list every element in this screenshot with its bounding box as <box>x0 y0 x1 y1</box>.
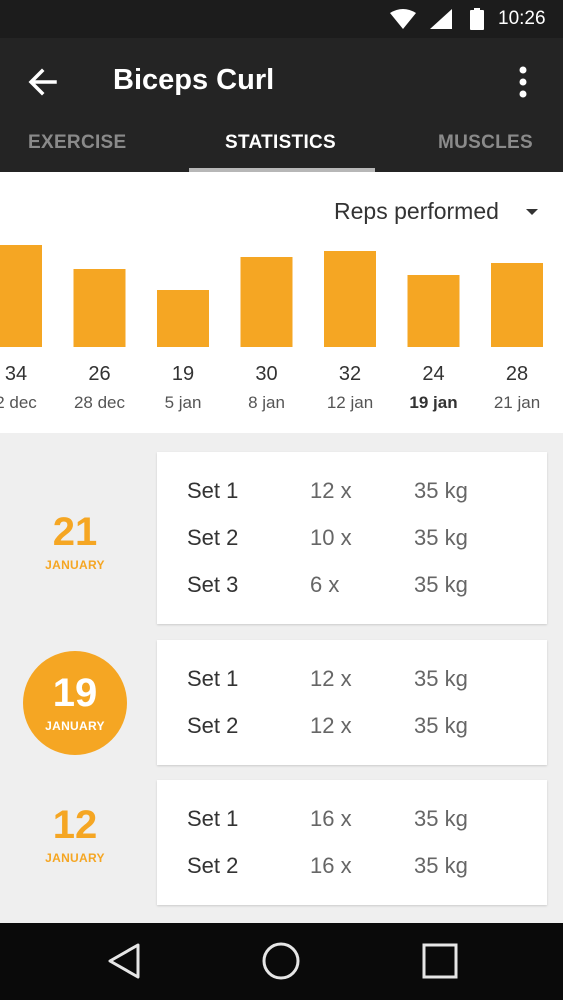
set-weight: 35 kg <box>414 853 468 878</box>
set-row: Set 3 6 x 35 kg <box>157 566 547 606</box>
set-label: Set 2 <box>187 713 239 738</box>
chart-bar[interactable] <box>240 257 293 347</box>
chart-value-label: 30 <box>255 363 277 385</box>
set-reps: 6 x <box>310 572 340 597</box>
metric-dropdown-label: Reps performed <box>334 198 499 224</box>
date-marker[interactable]: 12 JANUARY <box>23 791 127 895</box>
date-day: 21 <box>52 510 98 554</box>
chart-category-label: 5 jan <box>165 393 202 412</box>
date-day: 12 <box>52 803 98 847</box>
tab-statistics[interactable]: STATISTICS <box>225 132 337 153</box>
back-triangle-icon <box>108 943 140 979</box>
status-clock: 10:26 <box>498 8 546 29</box>
chart-value-label: 19 <box>172 363 194 385</box>
app-bar: Biceps Curl EXERCISE STATISTICS MUSCLES <box>0 38 563 172</box>
battery-icon <box>470 8 484 30</box>
reps-bar-chart[interactable]: 34 2 dec 26 28 dec 19 5 jan 30 8 jan 32 12 jan 24 1… <box>0 172 563 433</box>
set-reps: 16 x <box>310 806 352 831</box>
set-row: Set 1 12 x 35 kg <box>157 660 547 700</box>
set-weight: 35 kg <box>414 713 468 738</box>
chart-category-label: 19 jan <box>409 393 457 412</box>
set-label: Set 1 <box>187 478 239 503</box>
set-reps: 12 x <box>310 666 352 691</box>
back-button[interactable] <box>22 62 62 102</box>
set-row: Set 1 16 x 35 kg <box>157 800 547 840</box>
chart-value-label: 26 <box>88 363 110 385</box>
set-reps: 16 x <box>310 853 352 878</box>
set-weight: 35 kg <box>414 478 468 503</box>
wifi-icon <box>390 9 416 29</box>
chart-bar[interactable] <box>0 245 42 347</box>
sets-card[interactable]: Set 1 12 x 35 kg Set 2 12 x 35 kg <box>157 640 547 765</box>
chart-value-label: 24 <box>422 363 444 385</box>
date-marker[interactable]: 19 JANUARY <box>23 651 127 755</box>
status-bar: 10:26 <box>0 0 563 38</box>
tab-muscles[interactable]: MUSCLES <box>438 132 533 153</box>
tab-bar: EXERCISE STATISTICS MUSCLES <box>0 122 563 172</box>
set-label: Set 1 <box>187 806 239 831</box>
statistics-chart-card: 34 2 dec 26 28 dec 19 5 jan 30 8 jan 32 12 jan 24 1… <box>0 172 563 433</box>
tab-exercise[interactable]: EXERCISE <box>28 132 127 153</box>
chart-bar[interactable] <box>73 269 126 347</box>
set-label: Set 2 <box>187 853 239 878</box>
set-row: Set 2 16 x 35 kg <box>157 847 547 887</box>
home-circle-icon <box>262 942 300 980</box>
more-vert-icon <box>519 66 527 98</box>
set-label: Set 3 <box>187 572 239 597</box>
dropdown-caret-icon <box>526 209 538 215</box>
set-row: Set 2 10 x 35 kg <box>157 519 547 559</box>
page-title: Biceps Curl <box>113 64 275 96</box>
set-row: Set 2 12 x 35 kg <box>157 707 547 747</box>
chart-category-label: 28 dec <box>74 393 126 412</box>
signal-icon <box>430 9 452 29</box>
set-label: Set 1 <box>187 666 239 691</box>
set-label: Set 2 <box>187 525 239 550</box>
set-weight: 35 kg <box>414 525 468 550</box>
chart-value-label: 32 <box>339 363 361 385</box>
chart-category-label: 8 jan <box>248 393 285 412</box>
arrow-back-icon <box>28 68 57 96</box>
set-row: Set 1 12 x 35 kg <box>157 472 547 512</box>
chart-category-label: 21 jan <box>494 393 540 412</box>
chart-category-label: 12 jan <box>327 393 373 412</box>
chart-value-label: 28 <box>506 363 528 385</box>
set-reps: 10 x <box>310 525 352 550</box>
active-tab-indicator <box>189 168 375 172</box>
nav-recents-button[interactable] <box>420 941 460 981</box>
chart-bar[interactable] <box>491 263 543 347</box>
recents-square-icon <box>422 943 458 979</box>
nav-home-button[interactable] <box>261 941 301 981</box>
date-month: JANUARY <box>45 558 105 572</box>
system-nav-bar <box>0 923 563 1000</box>
chart-value-label: 34 <box>5 363 27 385</box>
nav-back-button[interactable] <box>104 941 144 981</box>
set-weight: 35 kg <box>414 666 468 691</box>
sets-card[interactable]: Set 1 16 x 35 kg Set 2 16 x 35 kg <box>157 780 547 905</box>
date-month: JANUARY <box>45 719 105 733</box>
chart-bar[interactable] <box>157 290 209 347</box>
chart-category-label: 2 dec <box>0 393 37 412</box>
more-options-button[interactable] <box>505 62 541 102</box>
date-day: 19 <box>52 671 98 715</box>
set-weight: 35 kg <box>414 572 468 597</box>
set-reps: 12 x <box>310 478 352 503</box>
date-marker[interactable]: 21 JANUARY <box>23 498 127 602</box>
set-weight: 35 kg <box>414 806 468 831</box>
date-month: JANUARY <box>45 851 105 865</box>
metric-dropdown[interactable]: Reps performed <box>334 198 538 225</box>
chart-bar[interactable] <box>324 251 376 347</box>
chart-bar[interactable] <box>407 275 460 347</box>
sets-card[interactable]: Set 1 12 x 35 kg Set 2 10 x 35 kg Set 3 6 x 35 k… <box>157 452 547 624</box>
set-reps: 12 x <box>310 713 352 738</box>
